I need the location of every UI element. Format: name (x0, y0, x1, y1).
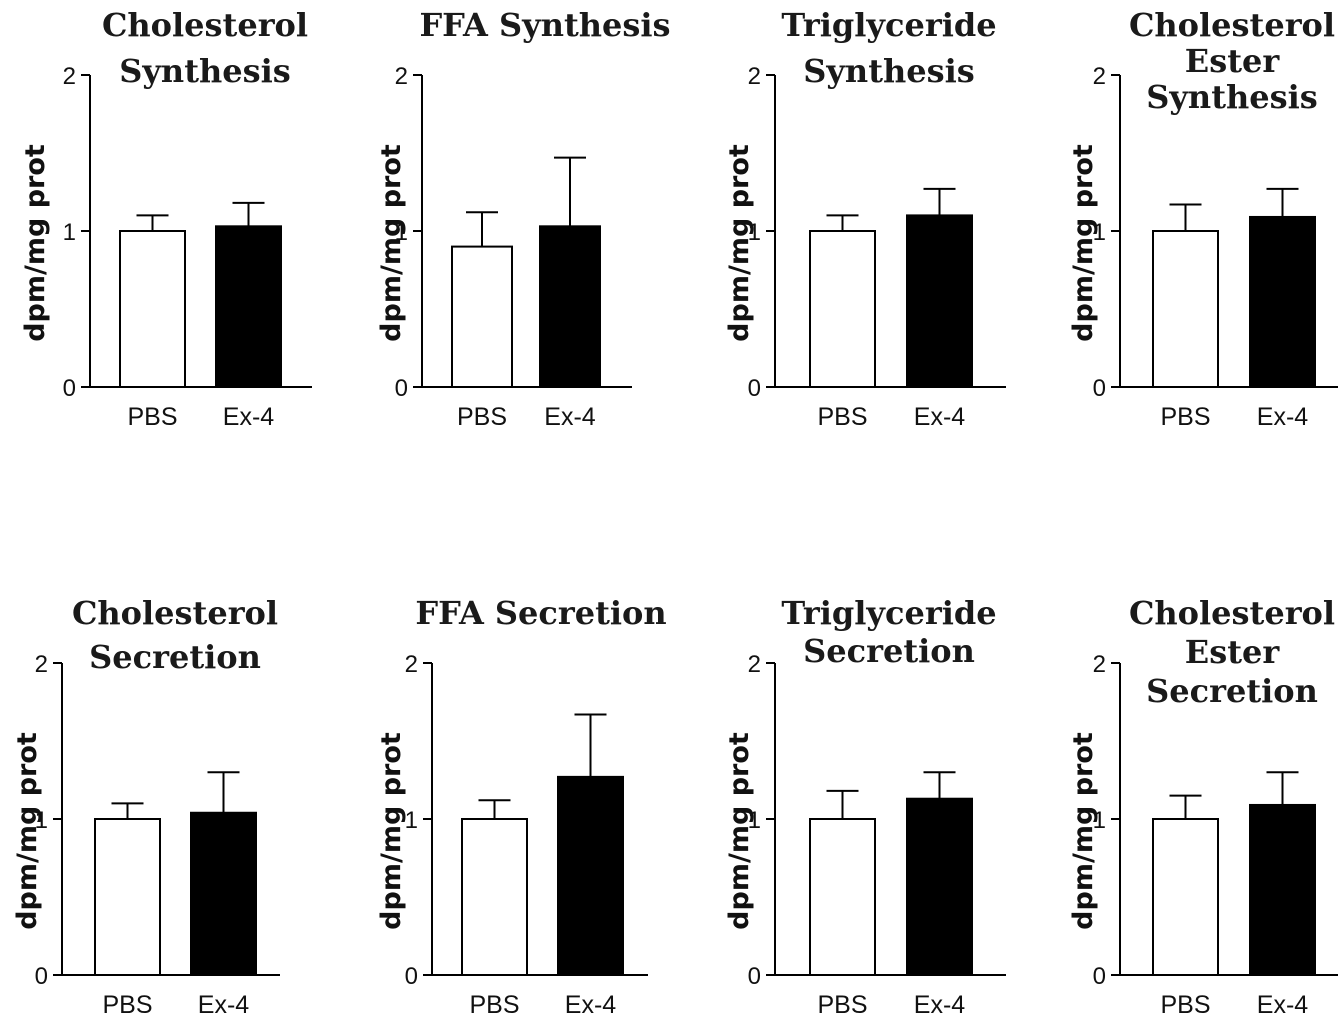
bar-pbs (94, 818, 161, 976)
x-category-label: PBS (1160, 991, 1210, 1019)
y-tick-label: 0 (63, 375, 76, 402)
chart-title-line: Secretion (803, 632, 975, 670)
y-axis-label: dpm/mg prot (20, 144, 51, 342)
y-tick-label: 2 (1093, 651, 1106, 678)
x-category-label: PBS (457, 403, 507, 431)
y-tick-label: 2 (35, 651, 48, 678)
chart-title-line: Cholesterol (72, 594, 278, 632)
y-axis-label: dpm/mg prot (1068, 144, 1099, 342)
bar-pbs (809, 230, 876, 388)
y-tick-label: 0 (405, 963, 418, 990)
chart-title-line: Secretion (1146, 672, 1318, 710)
y-axis-label: dpm/mg prot (724, 144, 755, 342)
bar-ex-4 (1249, 215, 1316, 388)
bar-ex-4 (906, 214, 973, 388)
y-tick-label: 2 (405, 651, 418, 678)
bar-ex-4 (215, 225, 282, 388)
y-tick-label: 1 (35, 807, 48, 834)
x-category-label: Ex-4 (223, 403, 275, 431)
bar-pbs (809, 818, 876, 976)
chart-title-line: FFA Secretion (415, 594, 666, 632)
bar-pbs (461, 818, 528, 976)
y-tick-label: 0 (35, 963, 48, 990)
x-category-label: Ex-4 (914, 991, 966, 1019)
y-axis-label: dpm/mg prot (376, 144, 407, 342)
y-tick-label: 1 (395, 219, 408, 246)
chart-title-line: Cholesterol (102, 6, 308, 44)
chart-title-line: Synthesis (1146, 78, 1318, 116)
x-category-label: PBS (102, 991, 152, 1019)
y-tick-label: 2 (748, 63, 761, 90)
y-tick-label: 1 (748, 219, 761, 246)
y-tick-label: 1 (748, 807, 761, 834)
x-category-label: Ex-4 (544, 403, 596, 431)
x-category-label: Ex-4 (1257, 991, 1309, 1019)
y-tick-label: 0 (1093, 963, 1106, 990)
y-tick-label: 2 (395, 63, 408, 90)
chart-title-line: Ester (1185, 633, 1281, 671)
y-axis-label: dpm/mg prot (376, 732, 407, 930)
y-tick-label: 2 (1093, 63, 1106, 90)
y-tick-label: 0 (748, 375, 761, 402)
chart-panel-2: FFA Synthesis dpm/mg prot 0 1 2 PBS Ex-4 (376, 6, 671, 431)
x-category-label: PBS (1160, 403, 1210, 431)
bar-pbs (1152, 818, 1219, 976)
x-category-label: PBS (469, 991, 519, 1019)
chart-panel-5: Cholesterol Secretion dpm/mg prot 0 1 2 PBS Ex-… (12, 594, 280, 1019)
chart-title-line: Ester (1185, 42, 1281, 80)
x-category-label: PBS (127, 403, 177, 431)
chart-title-line: FFA Synthesis (419, 6, 670, 44)
y-tick-label: 1 (405, 807, 418, 834)
y-tick-label: 0 (1093, 375, 1106, 402)
x-category-label: Ex-4 (914, 403, 966, 431)
bar-ex-4 (539, 225, 601, 388)
bar-ex-4 (557, 775, 624, 976)
bar-pbs (119, 230, 186, 388)
bar-pbs (451, 245, 513, 388)
bar-pbs (1152, 230, 1219, 388)
y-axis-label: dpm/mg prot (12, 732, 43, 930)
chart-title-line: Triglyceride (781, 6, 996, 44)
chart-panel-3: Triglyceride Synthesis dpm/mg prot 0 1 2 PBS Ex… (724, 6, 1006, 431)
x-category-label: Ex-4 (1257, 403, 1309, 431)
y-axis-label: dpm/mg prot (1068, 732, 1099, 930)
x-category-label: Ex-4 (198, 991, 250, 1019)
bar-ex-4 (190, 811, 257, 977)
chart-title-line: Cholesterol (1129, 594, 1335, 632)
x-category-label: PBS (817, 403, 867, 431)
chart-title-line: Synthesis (803, 52, 975, 90)
bar-ex-4 (1249, 803, 1316, 977)
y-tick-label: 0 (748, 963, 761, 990)
y-tick-label: 0 (395, 375, 408, 402)
chart-title-line: Cholesterol (1129, 6, 1335, 44)
chart-title-line: Triglyceride (781, 594, 996, 632)
chart-panel-6: FFA Secretion dpm/mg prot 0 1 2 PBS Ex-4 (376, 594, 667, 1019)
y-tick-label: 1 (63, 219, 76, 246)
y-tick-label: 1 (1093, 807, 1106, 834)
y-axis-label: dpm/mg prot (724, 732, 755, 930)
bar-ex-4 (906, 797, 973, 976)
chart-title-line: Secretion (89, 638, 261, 676)
x-category-label: Ex-4 (565, 991, 617, 1019)
x-category-label: PBS (817, 991, 867, 1019)
y-tick-label: 1 (1093, 219, 1106, 246)
y-tick-label: 2 (63, 63, 76, 90)
y-tick-label: 2 (748, 651, 761, 678)
chart-panel-1: Cholesterol Synthesis dpm/mg prot 0 1 2 PBS Ex-… (20, 6, 312, 431)
chart-title-line: Synthesis (119, 52, 291, 90)
